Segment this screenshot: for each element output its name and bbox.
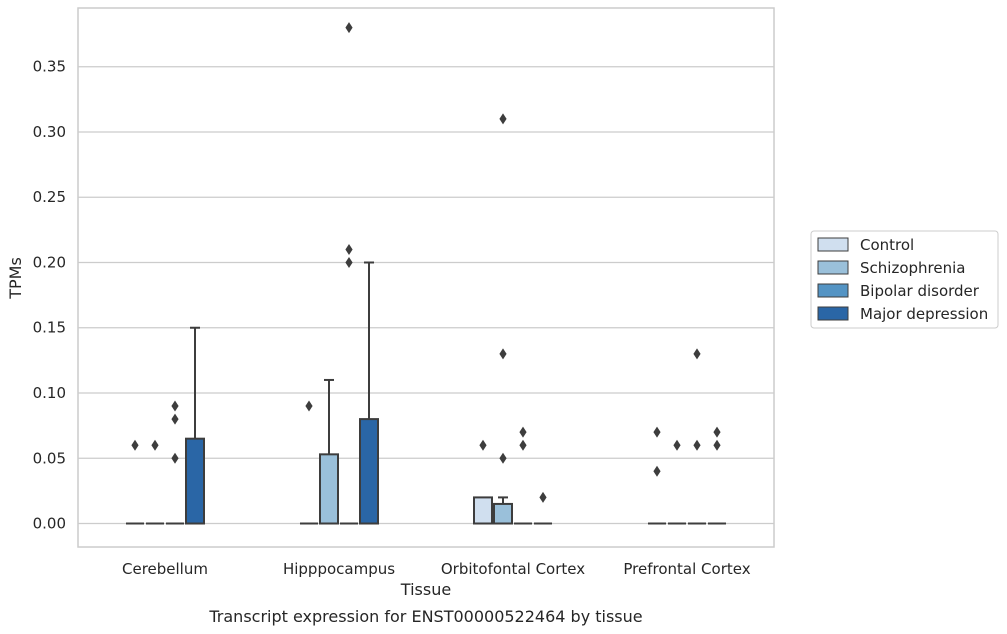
- x-tick-label: Cerebellum: [122, 560, 208, 578]
- box-1-2: [493, 113, 513, 525]
- outlier-point: [171, 400, 179, 412]
- legend-swatch: [817, 260, 849, 275]
- box-2-3: [688, 348, 706, 525]
- y-tick-labels: 0.00 0.05 0.10 0.15 0.20 0.25 0.30 0.35: [33, 58, 66, 533]
- x-axis-title: Tissue: [400, 580, 451, 599]
- outlier-point: [499, 452, 507, 464]
- plot-frame: [77, 7, 775, 548]
- box-0-0: [126, 439, 144, 525]
- outlier-point: [519, 426, 527, 438]
- box: [473, 496, 493, 525]
- box-1-1: [319, 378, 339, 525]
- x-tick-labels: Cerebellum Hipppocampus Orbitofontal Corte…: [122, 560, 751, 578]
- legend-label: Control: [860, 236, 914, 254]
- box: [493, 502, 513, 525]
- y-tick-label: 0.20: [33, 253, 66, 271]
- outlier-point: [151, 439, 159, 451]
- outlier-point: [171, 452, 179, 464]
- outlier-point: [345, 256, 353, 268]
- legend: Control Schizophrenia Bipolar disorder Majo…: [810, 230, 999, 329]
- y-axis-title: TPMs: [6, 257, 25, 300]
- box-3-2: [534, 491, 552, 525]
- box-1-0: [146, 439, 164, 525]
- box: [185, 437, 205, 525]
- y-tick-label: 0.35: [33, 58, 66, 76]
- outlier-point: [519, 439, 527, 451]
- legend-label: Schizophrenia: [860, 259, 965, 277]
- outlier-point: [693, 348, 701, 360]
- chart-caption: Transcript expression for ENST0000052246…: [208, 607, 642, 626]
- y-tick-label: 0.25: [33, 188, 66, 206]
- y-tick-label: 0.15: [33, 319, 66, 337]
- box-1-3: [668, 439, 686, 525]
- box-0-2: [473, 439, 493, 525]
- x-tick-label: Orbitofontal Cortex: [441, 560, 585, 578]
- grid-lines: [78, 66, 774, 525]
- box-2-2: [514, 426, 532, 525]
- legend-swatch: [817, 237, 849, 252]
- y-tick-label: 0.30: [33, 123, 66, 141]
- x-tick-label: Prefrontal Cortex: [623, 560, 750, 578]
- legend-label: Major depression: [860, 305, 988, 323]
- box-0-3: [648, 426, 666, 525]
- legend-label: Bipolar disorder: [860, 282, 980, 300]
- outlier-point: [305, 400, 313, 412]
- legend-swatch: [817, 283, 849, 298]
- box: [359, 418, 379, 525]
- box-0-1: [300, 400, 318, 525]
- outlier-point: [713, 426, 721, 438]
- outlier-point: [345, 243, 353, 255]
- y-tick-label: 0.00: [33, 515, 66, 533]
- box-layer: [126, 22, 726, 525]
- legend-frame: [810, 230, 999, 329]
- legend-swatch: [817, 306, 849, 321]
- outlier-point: [539, 491, 547, 503]
- outlier-point: [131, 439, 139, 451]
- outlier-point: [479, 439, 487, 451]
- y-tick-label: 0.10: [33, 384, 66, 402]
- outlier-point: [653, 465, 661, 477]
- box: [319, 453, 339, 525]
- y-tick-label: 0.05: [33, 449, 66, 467]
- outlier-point: [171, 413, 179, 425]
- box-3-0: [185, 326, 205, 525]
- box-2-1: [340, 22, 358, 525]
- outlier-point: [673, 439, 681, 451]
- outlier-point: [653, 426, 661, 438]
- outlier-point: [693, 439, 701, 451]
- box-3-1: [359, 261, 379, 525]
- box-3-3: [708, 426, 726, 525]
- outlier-point: [499, 113, 507, 125]
- box-2-0: [166, 400, 184, 525]
- outlier-point: [499, 348, 507, 360]
- outlier-point: [345, 22, 353, 34]
- outlier-point: [713, 439, 721, 451]
- x-tick-label: Hipppocampus: [283, 560, 395, 578]
